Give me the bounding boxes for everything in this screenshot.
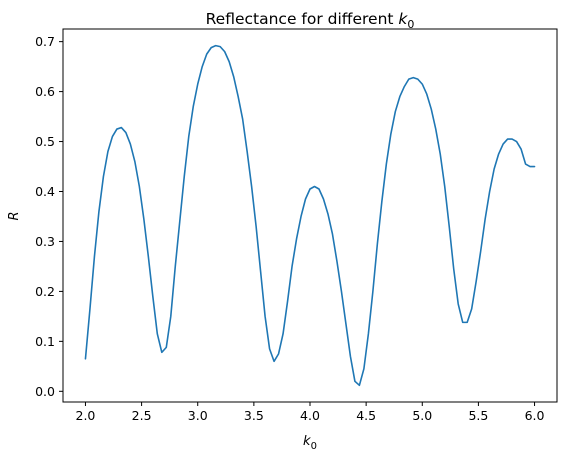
series-layer [84,44,536,387]
x-tick-label: 3.0 [188,408,208,423]
y-tick-label: 0.6 [35,84,55,99]
y-tick-label: 0.4 [35,184,55,199]
plot-area-background [63,29,557,402]
y-tick-label: 0.5 [35,134,55,149]
x-tick-label: 6.0 [525,408,545,423]
chart-title-sub: 0 [407,18,414,31]
x-axis-label-var: k [303,434,311,449]
x-tick-label: 5.0 [412,408,432,423]
x-tick-label: 4.0 [300,408,320,423]
y-axis-label: R [7,211,22,220]
x-tick-label: 4.5 [356,408,376,423]
y-tick-label: 0.7 [35,34,55,49]
plot-frame [62,28,558,403]
y-tick-label: 0.0 [35,384,55,399]
chart-title: Reflectance for different k0 [206,10,415,31]
y-tick-label: 0.3 [35,234,55,249]
y-tick-label: 0.1 [35,334,55,349]
x-axis-ticks: 2.0 2.5 3.0 3.5 4.0 4.5 5.0 5.5 6.0 [76,402,545,423]
x-axis-label-sub: 0 [311,441,317,452]
series-line-0 [84,44,536,387]
x-tick-label: 5.5 [468,408,488,423]
x-tick-label: 2.5 [132,408,152,423]
x-tick-label: 2.0 [76,408,96,423]
chart-title-var: k [398,10,408,28]
x-tick-label: 3.5 [244,408,264,423]
chart-title-text: Reflectance for different [206,10,399,28]
y-axis-ticks: 0.0 0.1 0.2 0.3 0.4 0.5 0.6 0.7 [35,34,63,399]
y-tick-label: 0.2 [35,284,55,299]
x-axis-label: k0 [303,434,317,452]
